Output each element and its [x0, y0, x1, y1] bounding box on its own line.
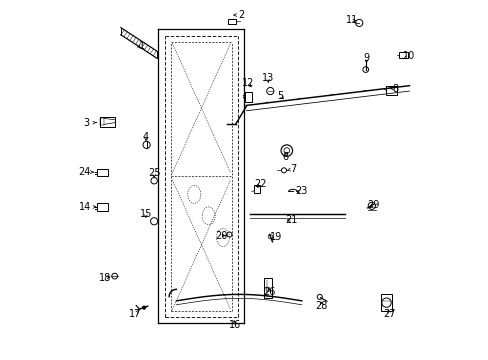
Text: 18: 18 — [98, 273, 111, 283]
Text: 19: 19 — [269, 232, 282, 242]
Bar — [386, 86, 396, 95]
Bar — [264, 278, 271, 298]
Text: 22: 22 — [254, 179, 266, 189]
Text: 17: 17 — [129, 310, 141, 319]
Text: 28: 28 — [315, 301, 327, 311]
Bar — [97, 203, 107, 211]
Text: 1: 1 — [139, 41, 145, 50]
Text: 25: 25 — [147, 168, 160, 178]
Bar — [381, 294, 391, 311]
Text: 24: 24 — [78, 167, 90, 177]
Text: 2: 2 — [237, 10, 244, 20]
Bar — [399, 51, 407, 58]
Text: 15: 15 — [140, 209, 152, 219]
Text: 14: 14 — [79, 202, 91, 212]
Bar — [100, 117, 115, 127]
Text: 12: 12 — [242, 78, 254, 88]
Text: 10: 10 — [403, 51, 415, 61]
Text: 4: 4 — [142, 132, 149, 142]
Text: 21: 21 — [285, 215, 297, 225]
Text: 9: 9 — [363, 53, 369, 63]
Text: 7: 7 — [289, 164, 295, 174]
Text: 3: 3 — [83, 118, 90, 128]
Text: 11: 11 — [345, 15, 358, 26]
Text: 6: 6 — [282, 152, 288, 162]
Text: 16: 16 — [229, 320, 241, 330]
Text: 23: 23 — [294, 186, 307, 197]
Bar — [100, 118, 104, 126]
Text: 13: 13 — [261, 73, 273, 83]
Text: 5: 5 — [277, 91, 283, 101]
Bar — [97, 168, 107, 176]
Text: 8: 8 — [391, 84, 397, 94]
Bar — [244, 92, 251, 102]
Text: 26: 26 — [263, 287, 275, 297]
Text: 27: 27 — [383, 310, 395, 319]
Bar — [254, 185, 260, 193]
Circle shape — [142, 306, 145, 310]
Text: 20: 20 — [215, 231, 227, 240]
Bar — [227, 19, 236, 24]
Text: 29: 29 — [366, 200, 379, 210]
